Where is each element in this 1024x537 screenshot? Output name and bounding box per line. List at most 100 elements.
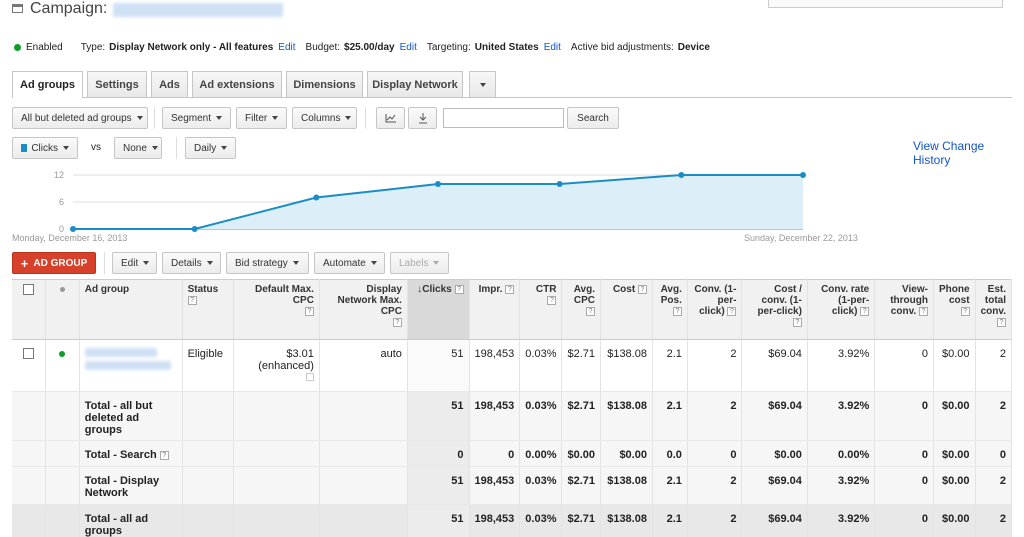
col-default-cpc[interactable]: Default Max. CPC? <box>233 279 320 340</box>
tab-ad-groups[interactable]: Ad groups <box>12 71 83 98</box>
col-conv-rate[interactable]: Conv. rate (1-per-click) ? <box>807 279 876 340</box>
search-input[interactable] <box>443 108 564 128</box>
budget-value: $25.00/day <box>344 42 395 53</box>
edit-targeting-link[interactable]: Edit <box>543 42 561 53</box>
help-icon[interactable]: ? <box>960 306 970 316</box>
total-empty-cell <box>319 466 408 505</box>
col-est-total[interactable]: Est. total conv.? <box>975 279 1013 340</box>
col-impr[interactable]: Impr. ? <box>469 279 521 340</box>
help-icon[interactable]: ? <box>505 284 515 294</box>
total-empty-cell <box>12 504 47 537</box>
help-icon[interactable]: ? <box>586 306 596 316</box>
ad-group-name-link-line2[interactable] <box>84 361 171 370</box>
new-ad-group-button[interactable]: + AD GROUP <box>12 252 96 274</box>
labels-button[interactable]: Labels <box>390 252 449 274</box>
total-view-through-cell: 0 <box>874 440 934 467</box>
tab-ad-extensions[interactable]: Ad extensions <box>192 71 282 97</box>
col-avg-cpc[interactable]: Avg. CPC? <box>561 279 602 340</box>
impr-cell: 198,453 <box>469 339 521 392</box>
select-all-checkbox[interactable] <box>23 284 35 295</box>
new-ad-group-label: AD GROUP <box>33 257 88 269</box>
col-clicks[interactable]: ↓Clicks ? <box>407 279 470 340</box>
cost-cell: $138.08 <box>600 339 653 392</box>
col-avg-pos[interactable]: Avg. Pos.? <box>652 279 688 340</box>
tab-ads[interactable]: Ads <box>151 71 188 97</box>
line-chart-icon <box>385 114 396 123</box>
tab-display-network[interactable]: Display Network <box>367 71 463 97</box>
filter-button[interactable]: Filter <box>236 107 287 129</box>
help-icon[interactable]: ? <box>997 317 1006 327</box>
chart-toggle-button[interactable] <box>376 107 405 129</box>
total-impr-cell: 198,453 <box>469 391 521 441</box>
campaign-info-bar: Enabled Type: Display Network only - All… <box>14 42 710 53</box>
details-button[interactable]: Details <box>162 252 221 274</box>
view-change-history-link[interactable]: View Change History <box>913 139 985 167</box>
total-label-cell: Total - Search ? <box>79 440 183 467</box>
row-checkbox[interactable] <box>23 348 35 359</box>
edit-button[interactable]: Edit <box>112 252 157 274</box>
account-dropdown[interactable] <box>768 0 1003 8</box>
metric2-dropdown[interactable]: None <box>114 137 162 159</box>
chevron-down-icon <box>206 261 213 265</box>
data-point <box>678 172 685 178</box>
columns-button[interactable]: Columns <box>292 107 357 129</box>
automate-button[interactable]: Automate <box>314 252 385 274</box>
total-empty-cell <box>319 440 408 467</box>
help-icon[interactable]: ? <box>547 295 557 305</box>
select-all-header <box>12 279 47 340</box>
bid-history-icon[interactable] <box>305 373 314 381</box>
total-empty-cell <box>233 440 320 467</box>
period-dropdown[interactable]: Daily <box>185 137 236 159</box>
tab-settings[interactable]: Settings <box>87 71 147 97</box>
total-cost-conv-cell: $69.04 <box>741 466 808 505</box>
metric1-dropdown[interactable]: Clicks <box>12 137 78 159</box>
col-status[interactable]: Status ? <box>182 279 235 340</box>
help-icon[interactable]: ? <box>637 284 647 294</box>
type-value: Display Network only - All features <box>109 42 274 53</box>
help-icon[interactable]: ? <box>159 450 169 460</box>
view-filter-dropdown[interactable]: All but deleted ad groups <box>12 107 148 129</box>
col-ad-group[interactable]: Ad group <box>79 279 183 340</box>
help-icon[interactable]: ? <box>672 306 682 316</box>
ad-group-name-cell[interactable] <box>79 339 183 392</box>
help-icon[interactable]: ? <box>304 306 314 316</box>
help-icon[interactable]: ? <box>392 317 402 327</box>
enhanced-label: (enhanced) <box>258 360 314 372</box>
search-button[interactable]: Search <box>567 107 619 129</box>
help-icon[interactable]: ? <box>187 295 197 305</box>
col-cost[interactable]: Cost ? <box>600 279 653 340</box>
col-view-through[interactable]: View-through conv. ? <box>874 279 934 340</box>
segment-button[interactable]: Segment <box>162 107 231 129</box>
ad-group-name-link[interactable] <box>84 348 157 357</box>
more-tabs-button[interactable] <box>469 71 496 97</box>
area-fill <box>73 175 803 229</box>
help-icon[interactable]: ? <box>792 317 802 327</box>
tab-dimensions[interactable]: Dimensions <box>286 71 363 97</box>
col-display-cpc[interactable]: Display Network Max. CPC? <box>319 279 408 340</box>
status-dot <box>14 44 21 51</box>
help-icon[interactable]: ? <box>860 306 870 316</box>
total-view-through-cell: 0 <box>874 504 934 537</box>
help-icon[interactable]: ? <box>454 284 464 294</box>
display-cpc-cell[interactable]: auto <box>319 339 408 392</box>
total-empty-cell <box>182 504 235 537</box>
budget-label: Budget: <box>305 42 341 53</box>
plus-icon: + <box>20 255 29 271</box>
col-phone-cost-label: Phone cost <box>938 284 970 306</box>
total-label: Total - Display Network <box>84 475 160 499</box>
col-conv[interactable]: Conv. (1-per-click) ? <box>687 279 743 340</box>
chart-start-date: Monday, December 16, 2013 <box>12 233 128 243</box>
edit-budget-link[interactable]: Edit <box>399 42 417 53</box>
data-point <box>800 172 806 178</box>
total-avg-cpc-cell: $2.71 <box>561 504 602 537</box>
total-est-total-cell: 2 <box>975 466 1013 505</box>
help-icon[interactable]: ? <box>727 306 737 316</box>
col-cost-conv[interactable]: Cost / conv. (1-per-click) ? <box>741 279 808 340</box>
edit-type-link[interactable]: Edit <box>278 42 296 53</box>
download-button[interactable] <box>408 107 437 129</box>
default-cpc-cell[interactable]: $3.01 (enhanced) <box>233 339 320 392</box>
col-ctr[interactable]: CTR ? <box>519 279 563 340</box>
help-icon[interactable]: ? <box>918 306 928 316</box>
col-phone-cost[interactable]: Phone cost? <box>933 279 976 340</box>
bid-strategy-button[interactable]: Bid strategy <box>226 252 309 274</box>
